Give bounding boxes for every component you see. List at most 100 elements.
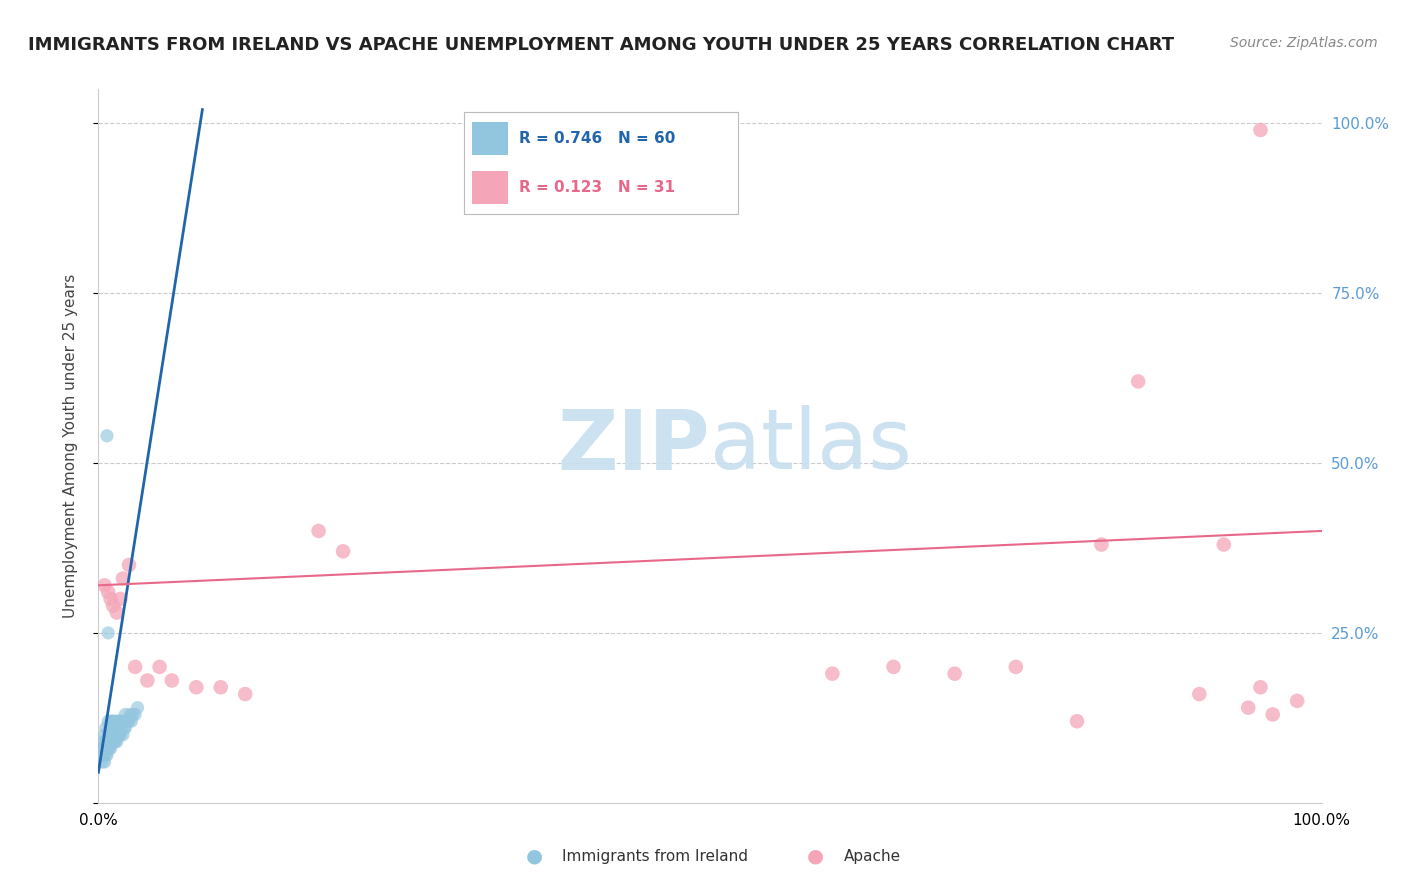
Point [96, 734, 118, 748]
Point [883, 660, 905, 674]
Point [101, 599, 124, 613]
Point [101, 734, 124, 748]
Point [107, 728, 129, 742]
Point [136, 673, 159, 688]
Point [1237, 700, 1260, 714]
Point [332, 544, 354, 558]
Point [100, 728, 122, 742]
Point [91, 748, 114, 763]
Point [96, 748, 118, 763]
Point [101, 728, 124, 742]
Point [101, 714, 124, 729]
Point [110, 714, 132, 729]
Point [93, 728, 115, 742]
Point [108, 728, 131, 742]
Point [105, 728, 128, 742]
Point [94, 748, 117, 763]
Point [121, 707, 143, 722]
Point [91, 755, 114, 769]
Point [110, 728, 132, 742]
Point [104, 721, 127, 735]
Point [111, 714, 134, 729]
Text: R = 0.123   N = 31: R = 0.123 N = 31 [519, 180, 675, 195]
Point [97, 741, 120, 756]
Point [105, 714, 128, 729]
Point [1212, 537, 1234, 551]
Point [100, 591, 122, 606]
Point [1249, 123, 1271, 137]
Text: atlas: atlas [710, 406, 911, 486]
Point [93, 741, 115, 756]
Text: ZIP: ZIP [558, 406, 710, 486]
Text: ●: ● [807, 847, 824, 866]
Point [233, 687, 256, 701]
Point [111, 728, 134, 742]
Text: R = 0.746   N = 60: R = 0.746 N = 60 [519, 130, 675, 145]
Point [103, 714, 125, 729]
Point [100, 714, 122, 729]
Point [103, 734, 125, 748]
Point [98, 741, 121, 756]
Bar [472, 171, 508, 204]
Point [93, 578, 115, 592]
Point [1004, 660, 1026, 674]
Point [101, 734, 124, 748]
Y-axis label: Unemployment Among Youth under 25 years: Unemployment Among Youth under 25 years [63, 274, 77, 618]
Point [97, 728, 120, 742]
Point [1188, 687, 1211, 701]
Point [118, 714, 141, 729]
Point [117, 714, 139, 729]
Point [98, 734, 121, 748]
Point [107, 714, 129, 729]
Point [110, 591, 132, 606]
Point [118, 558, 141, 572]
Point [91, 734, 114, 748]
Point [111, 572, 134, 586]
Point [94, 734, 117, 748]
Point [120, 707, 142, 722]
Text: Apache: Apache [844, 849, 901, 863]
Point [97, 714, 120, 729]
Point [1286, 694, 1309, 708]
Point [209, 680, 232, 694]
Point [91, 741, 114, 756]
Point [1066, 714, 1088, 729]
Point [96, 741, 118, 756]
Text: Source: ZipAtlas.com: Source: ZipAtlas.com [1230, 36, 1378, 50]
Bar [472, 122, 508, 154]
Point [101, 714, 124, 729]
Point [103, 728, 125, 742]
Point [120, 714, 142, 729]
Text: ●: ● [526, 847, 543, 866]
Point [186, 680, 208, 694]
Point [112, 721, 135, 735]
Point [1249, 680, 1271, 694]
Point [821, 666, 844, 681]
Point [105, 734, 128, 748]
Point [94, 721, 117, 735]
Point [100, 741, 122, 756]
Point [97, 626, 120, 640]
Point [108, 714, 131, 729]
Point [100, 734, 122, 748]
Point [149, 660, 172, 674]
Point [1261, 707, 1284, 722]
Text: Immigrants from Ireland: Immigrants from Ireland [562, 849, 748, 863]
Point [1128, 375, 1150, 389]
Point [111, 721, 134, 735]
Point [127, 700, 149, 714]
Point [114, 707, 136, 722]
Point [124, 707, 146, 722]
Point [93, 755, 115, 769]
Point [104, 734, 127, 748]
Point [97, 585, 120, 599]
Point [96, 429, 118, 443]
Point [98, 721, 121, 735]
Point [160, 673, 183, 688]
Point [115, 714, 138, 729]
Text: IMMIGRANTS FROM IRELAND VS APACHE UNEMPLOYMENT AMONG YOUTH UNDER 25 YEARS CORREL: IMMIGRANTS FROM IRELAND VS APACHE UNEMPL… [28, 36, 1174, 54]
Point [1090, 537, 1112, 551]
Point [101, 728, 124, 742]
Point [308, 524, 330, 538]
Point [114, 721, 136, 735]
